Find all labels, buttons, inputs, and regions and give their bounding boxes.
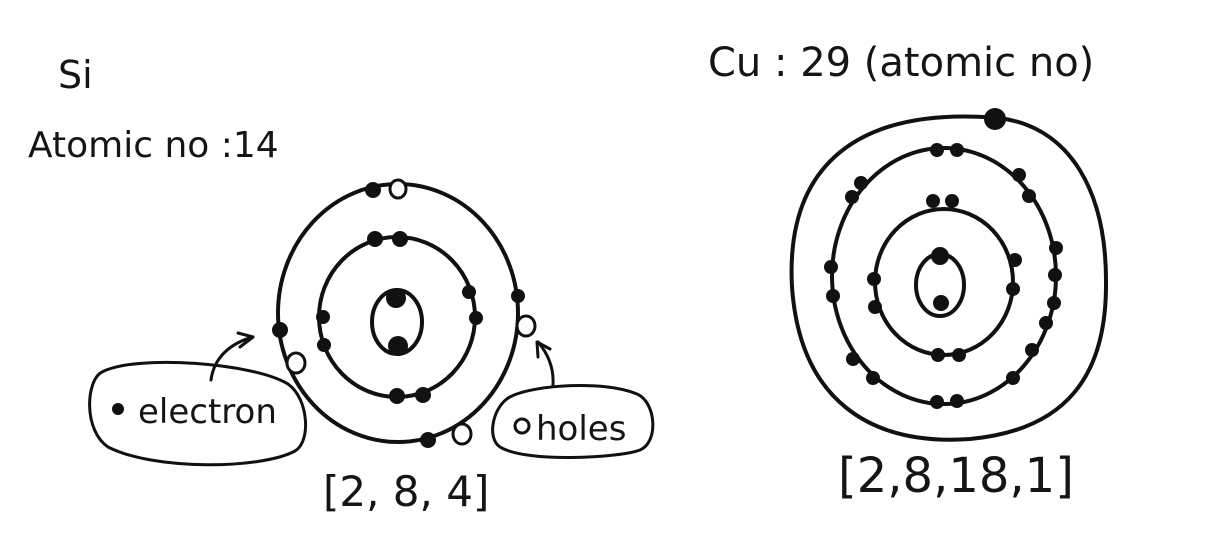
electron bbox=[1047, 296, 1061, 310]
copper-atom bbox=[789, 108, 1109, 442]
electron-pointer-arrow bbox=[209, 335, 255, 382]
electron bbox=[952, 348, 966, 362]
electron bbox=[824, 260, 838, 274]
electron bbox=[950, 143, 964, 157]
electron bbox=[984, 108, 1006, 130]
electron bbox=[933, 295, 949, 311]
copper-configuration: [2,8,18,1] bbox=[838, 448, 1074, 504]
electron-legend-dot bbox=[112, 403, 124, 415]
electron bbox=[930, 143, 944, 157]
electron bbox=[854, 176, 868, 190]
electron bbox=[1022, 189, 1036, 203]
electron bbox=[866, 371, 880, 385]
electron bbox=[388, 336, 408, 356]
electron-legend-bubble bbox=[88, 360, 307, 467]
electron bbox=[367, 231, 383, 247]
hole bbox=[515, 314, 537, 338]
electron bbox=[930, 395, 944, 409]
electron bbox=[462, 285, 476, 299]
copper-title: Cu : 29 (atomic no) bbox=[708, 40, 1094, 86]
electron bbox=[316, 310, 330, 324]
copper-outer-shell bbox=[789, 114, 1109, 442]
copper-second-shell bbox=[873, 207, 1015, 357]
electron bbox=[931, 247, 949, 265]
electron bbox=[1048, 268, 1062, 282]
electron bbox=[845, 190, 859, 204]
electron bbox=[945, 194, 959, 208]
electron bbox=[1049, 241, 1063, 255]
electron bbox=[386, 288, 406, 308]
electron bbox=[392, 231, 408, 247]
electron bbox=[389, 388, 405, 404]
silicon-atom bbox=[272, 178, 537, 448]
electron bbox=[926, 194, 940, 208]
silicon-atomic-number-label: Atomic no :14 bbox=[28, 125, 279, 166]
electron bbox=[950, 394, 964, 408]
electron bbox=[1006, 282, 1020, 296]
electron bbox=[867, 272, 881, 286]
holes-legend-circle bbox=[513, 417, 531, 435]
copper-electrons bbox=[824, 108, 1063, 409]
hole bbox=[388, 178, 408, 200]
hole bbox=[285, 351, 307, 375]
electron-arrow-head bbox=[236, 331, 255, 349]
electron bbox=[365, 182, 381, 198]
hole bbox=[451, 422, 473, 446]
electron bbox=[931, 348, 945, 362]
electron-legend-label: electron bbox=[138, 392, 277, 432]
electron bbox=[415, 387, 431, 403]
electron bbox=[1039, 316, 1053, 330]
silicon-electrons bbox=[272, 182, 525, 448]
electron bbox=[1025, 343, 1039, 357]
electron bbox=[511, 289, 525, 303]
silicon-configuration: [2, 8, 4] bbox=[323, 467, 489, 516]
electron bbox=[420, 432, 436, 448]
holes-arrow-head bbox=[535, 340, 552, 359]
electron bbox=[1012, 168, 1026, 182]
silicon-inner-shell bbox=[317, 235, 477, 399]
electron bbox=[846, 352, 860, 366]
electron bbox=[317, 338, 331, 352]
silicon-symbol: Si bbox=[58, 53, 93, 97]
silicon-holes bbox=[285, 178, 537, 446]
electron bbox=[1008, 253, 1022, 267]
electron bbox=[868, 300, 882, 314]
electron bbox=[272, 322, 288, 338]
holes-legend-bubble bbox=[491, 383, 655, 460]
electron bbox=[469, 311, 483, 325]
electron bbox=[1006, 371, 1020, 385]
electron bbox=[826, 289, 840, 303]
holes-legend-label: holes bbox=[536, 409, 626, 449]
